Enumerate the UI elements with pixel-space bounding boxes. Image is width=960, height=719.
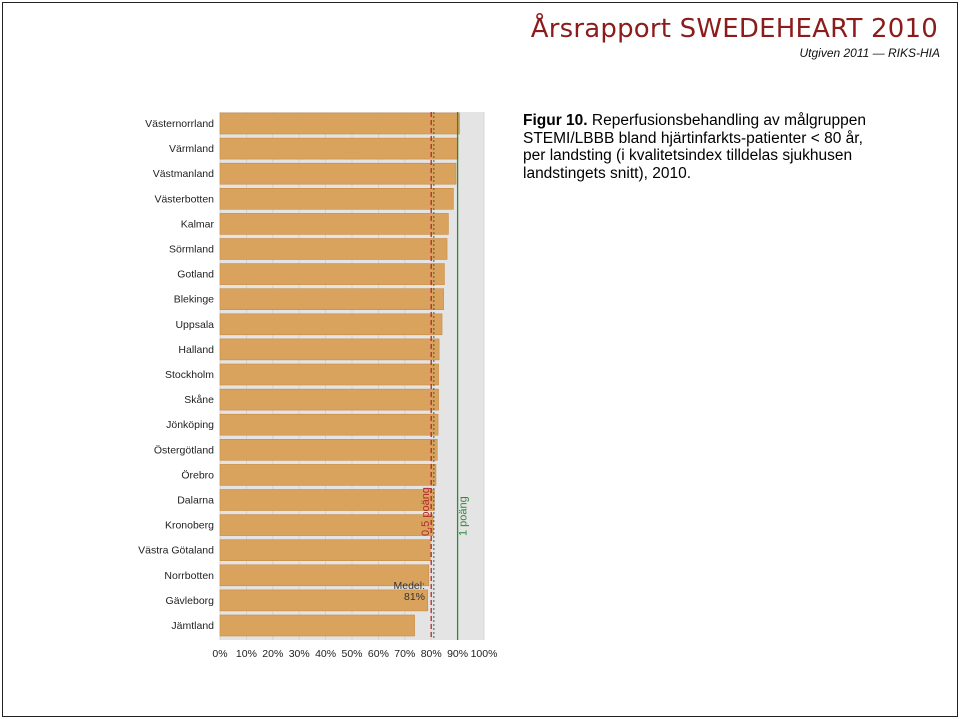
bar	[219, 112, 460, 135]
x-tick-label: 10%	[236, 648, 257, 660]
bar	[219, 338, 440, 361]
bar	[219, 213, 449, 235]
x-tick-label: 80%	[421, 648, 442, 660]
category-label: Kronoberg	[165, 520, 214, 532]
category-label: Sörmland	[169, 244, 214, 256]
x-tick-label: 90%	[447, 648, 468, 660]
bar	[219, 464, 437, 486]
figure-caption: Figur 10. Reperfusionsbehandling av målg…	[523, 112, 873, 182]
x-tick-label: 50%	[341, 648, 362, 660]
reference-label: 0,5 poäng	[420, 487, 432, 536]
category-label: Dalarna	[177, 495, 214, 507]
category-label: Gävleborg	[166, 595, 215, 607]
bar	[219, 514, 434, 536]
bar	[219, 188, 454, 210]
x-tick-label: 40%	[315, 648, 336, 660]
category-label: Västerbotten	[154, 193, 214, 205]
category-label: Stockholm	[165, 369, 214, 381]
bar	[219, 413, 439, 436]
category-label: Jönköping	[166, 419, 214, 431]
x-tick-label: 100%	[471, 648, 498, 660]
bar	[219, 238, 448, 260]
mean-label: Medel:	[393, 580, 425, 592]
category-label: Blekinge	[174, 294, 214, 306]
category-label: Uppsala	[175, 319, 214, 331]
x-tick-label: 30%	[289, 648, 310, 660]
category-label: Örebro	[181, 469, 214, 481]
bar	[219, 438, 438, 461]
bar	[219, 539, 431, 562]
bar	[219, 614, 415, 637]
bar	[219, 589, 429, 612]
report-brand: Årsrapport SWEDEHEART 2010	[530, 14, 938, 44]
bar	[219, 263, 445, 285]
bar	[219, 313, 443, 336]
x-tick-label: 20%	[262, 648, 283, 660]
category-label: Västernorrland	[145, 118, 214, 130]
category-label: Skåne	[184, 394, 214, 406]
figure-label: Figur 10.	[523, 112, 588, 129]
reference-label: 1 poäng	[458, 496, 470, 536]
category-label: Halland	[178, 344, 214, 356]
category-label: Värmland	[169, 143, 214, 155]
category-label: Jämtland	[171, 620, 214, 632]
x-tick-label: 60%	[368, 648, 389, 660]
bar	[219, 564, 430, 587]
bar	[219, 288, 444, 311]
x-tick-label: 0%	[212, 648, 227, 660]
bar	[219, 388, 439, 411]
x-tick-label: 70%	[394, 648, 415, 660]
bar	[219, 162, 457, 185]
bar	[219, 363, 439, 386]
category-label: Gotland	[177, 269, 214, 281]
bar	[219, 489, 435, 511]
figure-caption-text: Reperfusionsbehandling av målgruppen STE…	[523, 112, 866, 182]
bar	[219, 137, 459, 160]
category-label: Kalmar	[181, 218, 215, 230]
category-label: Västmanland	[153, 168, 214, 180]
category-label: Västra Götaland	[138, 545, 214, 557]
report-subtitle: Utgiven 2011 — RIKS-HIA	[799, 46, 940, 60]
mean-value: 81%	[404, 591, 425, 603]
category-label: Östergötland	[154, 444, 214, 456]
category-label: Norrbotten	[164, 570, 214, 582]
